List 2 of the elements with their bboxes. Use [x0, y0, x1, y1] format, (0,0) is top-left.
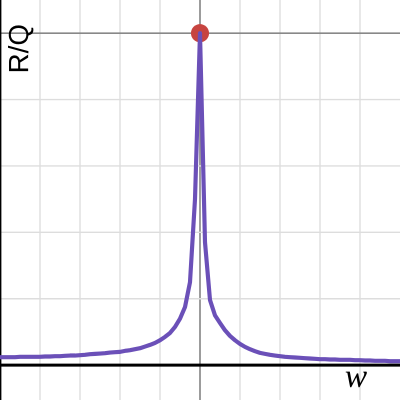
- x-axis-title: w: [346, 372, 367, 388]
- y-axis-title: R/Q: [8, 25, 34, 72]
